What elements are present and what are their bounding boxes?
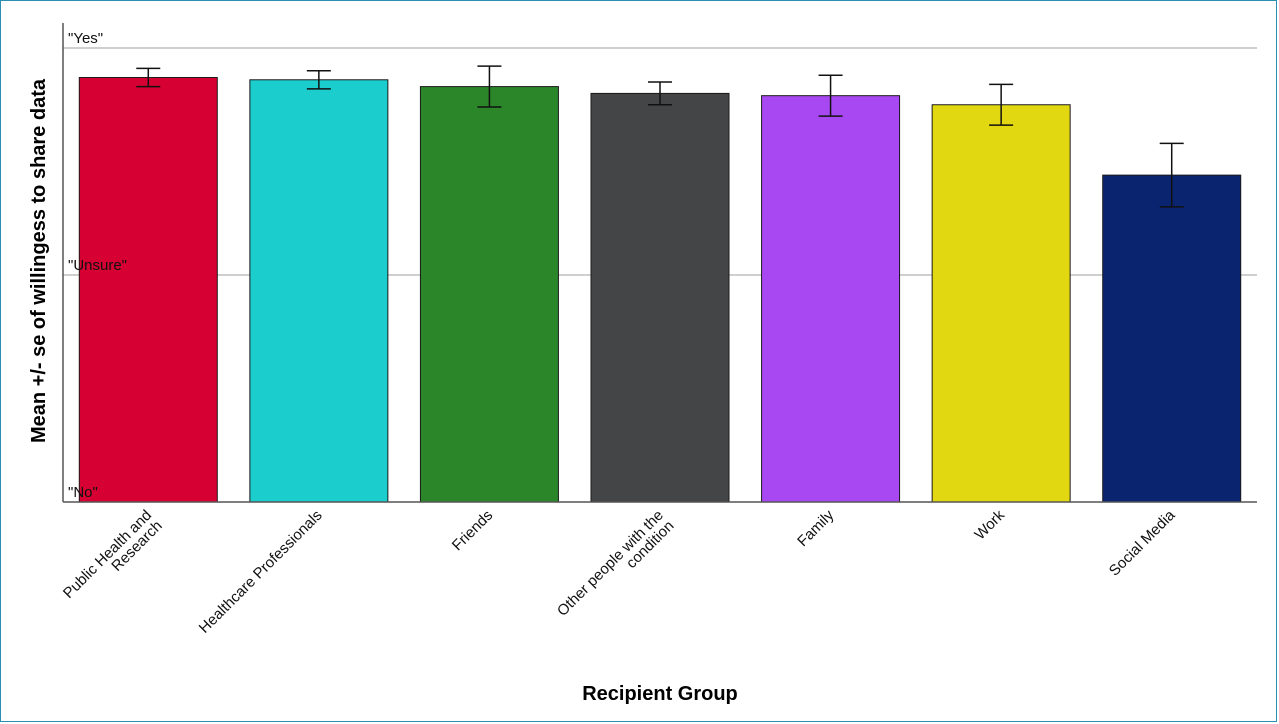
y-tick-label: "Yes" — [68, 30, 103, 47]
error-bars — [136, 65, 1184, 208]
x-tick-label-line: Social Media — [1106, 506, 1179, 579]
x-tick-label: Friends — [449, 507, 496, 554]
x-tick-label: Work — [971, 506, 1008, 543]
x-tick-label-line: Public Health and — [60, 507, 155, 602]
x-tick-label: Other people with thecondition — [554, 507, 677, 630]
x-axis-title: Recipient Group — [582, 683, 738, 705]
bar — [419, 86, 559, 503]
bar — [590, 92, 730, 503]
bar — [78, 77, 218, 503]
x-tick-label-line: Friends — [449, 507, 496, 554]
x-tick-label: Family — [794, 506, 838, 550]
y-axis-title: Mean +/- se of willingess to share data — [28, 78, 50, 443]
bar — [1102, 174, 1242, 503]
x-tick-label-line: Family — [794, 506, 838, 550]
x-tick-label-line: Other people with the — [554, 507, 667, 620]
bar — [249, 79, 389, 503]
x-tick-label: Social Media — [1106, 506, 1179, 579]
x-tick-label: Healthcare Professionals — [196, 507, 326, 637]
x-tick-label-line: Healthcare Professionals — [196, 507, 326, 637]
axes — [62, 23, 1257, 503]
x-tick-label: Public Health andResearch — [60, 507, 166, 613]
y-tick-label: "Unsure" — [68, 257, 127, 274]
bars — [78, 77, 1242, 503]
bar — [761, 95, 901, 503]
y-tick-label: "No" — [68, 484, 98, 501]
bar — [931, 104, 1071, 503]
y-tick-labels: "No" "Unsure" "Yes" — [68, 30, 127, 501]
x-tick-label-line: Work — [971, 506, 1008, 543]
x-tick-labels: Public Health andResearch Healthcare Prof… — [60, 506, 1179, 636]
